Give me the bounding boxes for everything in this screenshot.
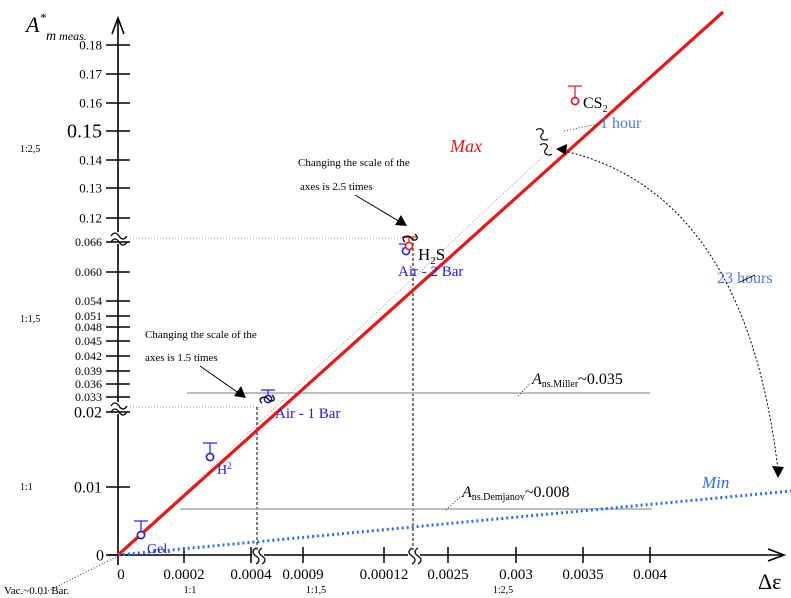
series-line-min bbox=[117, 489, 791, 557]
x-tick-label: 0 bbox=[117, 567, 125, 583]
y-tick-label: 0.14 bbox=[79, 152, 102, 167]
y-axis-arrow bbox=[111, 15, 125, 35]
x-tick-label: 0.0035 bbox=[562, 567, 603, 583]
data-point bbox=[136, 530, 146, 540]
y-tick-label: 0.054 bbox=[75, 294, 102, 308]
x-axis-break-mark bbox=[252, 547, 260, 565]
y-tick-label: 0.18 bbox=[79, 37, 102, 52]
reference-label: Ans.Demjanov~0.008 bbox=[461, 484, 569, 503]
time-23-hours-label: 23 hours bbox=[717, 270, 773, 287]
series-line-max bbox=[116, 10, 725, 557]
y-tick-label: 0.066 bbox=[75, 235, 102, 249]
scale-note-lower-arrow-line bbox=[199, 365, 241, 395]
scale-note-lower-line1: Changing the scale of the bbox=[145, 329, 257, 341]
data-point bbox=[570, 96, 580, 106]
y-tick-label: 0.01 bbox=[74, 479, 102, 496]
time-arc-arrowhead-top bbox=[556, 144, 567, 155]
time-marker bbox=[539, 143, 553, 156]
y-tick-label: 0.17 bbox=[79, 66, 102, 81]
x-axis-break-mark bbox=[414, 547, 422, 565]
y-tick-label: 0.051 bbox=[75, 309, 102, 323]
axis-layer: 00.010.020.0330.0360.0390.0420.0450.0480… bbox=[20, 15, 787, 596]
scale-note-upper-arrowhead bbox=[395, 215, 407, 226]
x-axis-arrow bbox=[767, 548, 787, 562]
x-axis-title: Δε bbox=[758, 569, 781, 594]
series-label-max: Max bbox=[449, 136, 482, 156]
scale-note-lower-line2: axes is 1.5 times bbox=[145, 352, 218, 364]
data-point bbox=[404, 241, 414, 251]
y-scale-ratio-label: 1:1,5 bbox=[20, 314, 40, 325]
series-label-min: Min bbox=[701, 473, 729, 492]
y-tick-label: 0.033 bbox=[75, 390, 102, 404]
line-break-mark bbox=[402, 233, 418, 243]
x-axis-break-mark bbox=[258, 547, 266, 565]
y-tick-label: 0.039 bbox=[75, 364, 102, 378]
x-scale-ratio-label: 1:2,5 bbox=[493, 585, 513, 596]
y-scale-ratio-label: 1:1 bbox=[20, 482, 33, 493]
scale-note-lower-arrowhead bbox=[234, 386, 246, 398]
reference-leader bbox=[517, 383, 531, 397]
y-axis-break-gap bbox=[113, 232, 123, 244]
y-axis-break-gap bbox=[113, 402, 123, 414]
y-axis-break-mark bbox=[110, 232, 128, 240]
y-tick-label: 0.13 bbox=[79, 180, 102, 195]
time-23-leader bbox=[739, 274, 756, 283]
x-tick-label: 0.0002 bbox=[163, 567, 204, 583]
guide-line bbox=[117, 144, 556, 556]
y-tick-label: 0.15 bbox=[67, 121, 102, 143]
x-scale-ratio-label: 1:1 bbox=[184, 585, 197, 596]
x-axis-break-mark bbox=[408, 547, 416, 565]
time-arc bbox=[559, 149, 779, 471]
y-scale-ratio-label: 1:2,5 bbox=[20, 144, 40, 155]
line-break-mark bbox=[259, 394, 275, 404]
point-label: Gel. bbox=[147, 542, 171, 557]
y-axis-break-mark bbox=[110, 402, 128, 410]
reference-leader bbox=[445, 496, 461, 511]
point-label: Air - 1 Bar bbox=[275, 406, 340, 422]
origin-note: Vac.~0.01 Bar. bbox=[4, 585, 69, 597]
scale-note-upper-line2: axes is 2.5 times bbox=[300, 181, 373, 193]
y-tick-label: 0.12 bbox=[79, 210, 102, 225]
guide-layer bbox=[39, 144, 652, 596]
x-scale-ratio-label: 1:1,5 bbox=[306, 585, 326, 596]
x-axis-break-gap bbox=[408, 550, 420, 560]
y-tick-label: 0.02 bbox=[74, 404, 102, 421]
scale-note-upper-arrow-line bbox=[354, 194, 403, 224]
scale-note-upper-line1: Changing the scale of the bbox=[298, 157, 410, 169]
y-tick-label: 0.048 bbox=[75, 320, 102, 334]
y-tick-label: 0.16 bbox=[79, 95, 102, 110]
reference-label: Ans.Miller~0.035 bbox=[531, 371, 623, 390]
point-label: Air - 2 Bar bbox=[398, 264, 463, 280]
y-tick-label: 0.042 bbox=[75, 349, 102, 363]
y-axis-title: A*m meas. bbox=[24, 10, 87, 44]
time-arc-arrowhead-bottom bbox=[772, 466, 784, 478]
x-axis-break-gap bbox=[252, 550, 264, 560]
y-tick-label: 0.060 bbox=[75, 265, 102, 279]
x-tick-label: 0.004 bbox=[633, 567, 667, 583]
x-tick-label: 0.003 bbox=[499, 567, 533, 583]
x-tick-label: 0.0004 bbox=[230, 567, 272, 583]
series-layer bbox=[116, 10, 791, 557]
y-tick-label: 0.045 bbox=[75, 334, 102, 348]
time-1-hour-label: 1 hour bbox=[600, 115, 642, 132]
x-tick-label: 0.0009 bbox=[282, 567, 323, 583]
point-label: H2 bbox=[217, 461, 232, 478]
y-tick-label: 0 bbox=[96, 547, 104, 564]
data-point bbox=[205, 452, 215, 462]
x-tick-label: 0.00012 bbox=[360, 567, 409, 583]
point-label: H2S bbox=[418, 245, 445, 267]
x-tick-label: 0.0025 bbox=[427, 567, 468, 583]
point-label: CS2 bbox=[583, 95, 608, 115]
y-tick-label: 0.036 bbox=[75, 377, 102, 391]
time-marker bbox=[535, 128, 549, 141]
